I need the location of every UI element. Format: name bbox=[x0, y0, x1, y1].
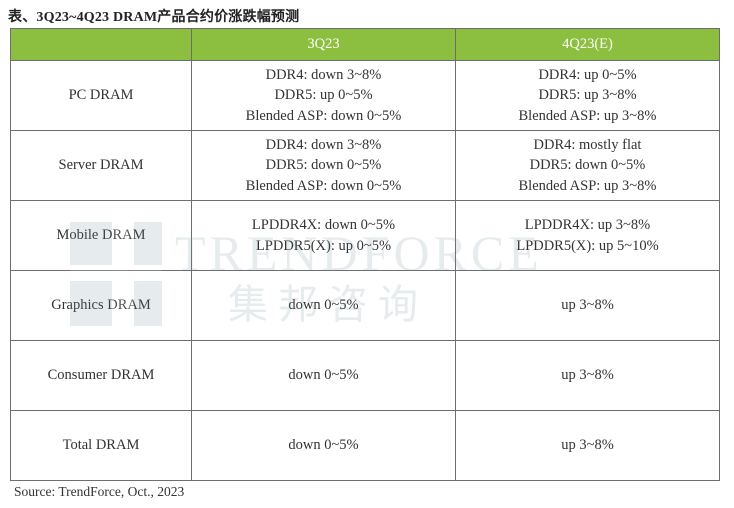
cell-4q23: LPDDR4X: up 3~8% LPDDR5(X): up 5~10% bbox=[455, 200, 720, 271]
cell-4q23: up 3~8% bbox=[455, 410, 720, 481]
cell-line: LPDDR5(X): up 0~5% bbox=[255, 237, 392, 254]
cell-line: up 3~8% bbox=[561, 437, 614, 454]
cell-4q23: up 3~8% bbox=[455, 340, 720, 411]
row-category: Server DRAM bbox=[10, 130, 192, 201]
table-row: Server DRAM DDR4: down 3~8% DDR5: down 0~5… bbox=[10, 130, 720, 201]
cell-3q23: down 0~5% bbox=[191, 340, 456, 411]
cell-line: DDR5: down 0~5% bbox=[529, 157, 646, 174]
price-forecast-table: 3Q23 4Q23(E) PC DRAM DDR4: down 3~8% DDR5:… bbox=[10, 28, 720, 481]
header-3q23: 3Q23 bbox=[191, 28, 456, 61]
cell-line: Blended ASP: up 3~8% bbox=[518, 107, 657, 124]
cell-4q23: DDR4: mostly flat DDR5: down 0~5% Blended … bbox=[455, 130, 720, 201]
cell-line: down 0~5% bbox=[288, 367, 359, 384]
cell-line: down 0~5% bbox=[288, 437, 359, 454]
cell-line: up 3~8% bbox=[561, 297, 614, 314]
table-row: Graphics DRAM down 0~5% up 3~8% bbox=[10, 270, 720, 341]
cell-3q23: LPDDR4X: down 0~5% LPDDR5(X): up 0~5% bbox=[191, 200, 456, 271]
cell-line: DDR4: up 0~5% bbox=[538, 66, 637, 83]
table-row: Total DRAM down 0~5% up 3~8% bbox=[10, 410, 720, 481]
cell-3q23: down 0~5% bbox=[191, 270, 456, 341]
cell-4q23: up 3~8% bbox=[455, 270, 720, 341]
header-4q23: 4Q23(E) bbox=[455, 28, 720, 61]
cell-line: LPDDR5(X): up 5~10% bbox=[516, 237, 659, 254]
cell-line: Blended ASP: down 0~5% bbox=[245, 107, 402, 124]
row-category: PC DRAM bbox=[10, 60, 192, 131]
table-row: PC DRAM DDR4: down 3~8% DDR5: up 0~5% Blend… bbox=[10, 60, 720, 131]
header-row: 3Q23 4Q23(E) bbox=[10, 28, 720, 61]
source-note: Source: TrendForce, Oct., 2023 bbox=[14, 484, 185, 499]
cell-line: Blended ASP: up 3~8% bbox=[518, 177, 657, 194]
row-category: Graphics DRAM bbox=[10, 270, 192, 341]
cell-3q23: DDR4: down 3~8% DDR5: up 0~5% Blended ASP:… bbox=[191, 60, 456, 131]
table-row: Mobile DRAM LPDDR4X: down 0~5% LPDDR5(X): … bbox=[10, 200, 720, 271]
row-category: Consumer DRAM bbox=[10, 340, 192, 411]
cell-line: DDR4: down 3~8% bbox=[265, 136, 382, 153]
cell-3q23: down 0~5% bbox=[191, 410, 456, 481]
cell-line: down 0~5% bbox=[288, 297, 359, 314]
cell-line: DDR5: up 0~5% bbox=[274, 87, 373, 104]
row-category: Mobile DRAM bbox=[10, 200, 192, 271]
cell-line: up 3~8% bbox=[561, 367, 614, 384]
cell-4q23: DDR4: up 0~5% DDR5: up 3~8% Blended ASP: u… bbox=[455, 60, 720, 131]
cell-line: DDR4: mostly flat bbox=[533, 136, 642, 153]
table-row: Consumer DRAM down 0~5% up 3~8% bbox=[10, 340, 720, 411]
header-category bbox=[10, 28, 192, 61]
cell-line: DDR5: down 0~5% bbox=[265, 157, 382, 174]
cell-line: LPDDR4X: up 3~8% bbox=[524, 217, 651, 233]
cell-line: LPDDR4X: down 0~5% bbox=[251, 217, 396, 233]
table-title: 表、3Q23~4Q23 DRAM产品合约价涨跌幅预测 bbox=[8, 10, 300, 25]
cell-3q23: DDR4: down 3~8% DDR5: down 0~5% Blended AS… bbox=[191, 130, 456, 201]
cell-line: Blended ASP: down 0~5% bbox=[245, 177, 402, 194]
cell-line: DDR4: down 3~8% bbox=[265, 66, 382, 83]
row-category: Total DRAM bbox=[10, 410, 192, 481]
cell-line: DDR5: up 3~8% bbox=[538, 87, 637, 104]
